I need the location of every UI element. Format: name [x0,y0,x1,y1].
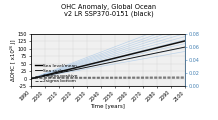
X-axis label: Time [years]: Time [years] [90,104,125,109]
Text: OHC Anomaly, Global Ocean
v2 LR SSP370-0151 (black): OHC Anomaly, Global Ocean v2 LR SSP370-0… [61,4,157,17]
Legend: Sea level/mean, Sea surface, 2sigma positive, 2sigma bottom: Sea level/mean, Sea surface, 2sigma posi… [34,63,78,84]
Y-axis label: ΔOHC [ x10²⁶ J]: ΔOHC [ x10²⁶ J] [10,39,16,81]
